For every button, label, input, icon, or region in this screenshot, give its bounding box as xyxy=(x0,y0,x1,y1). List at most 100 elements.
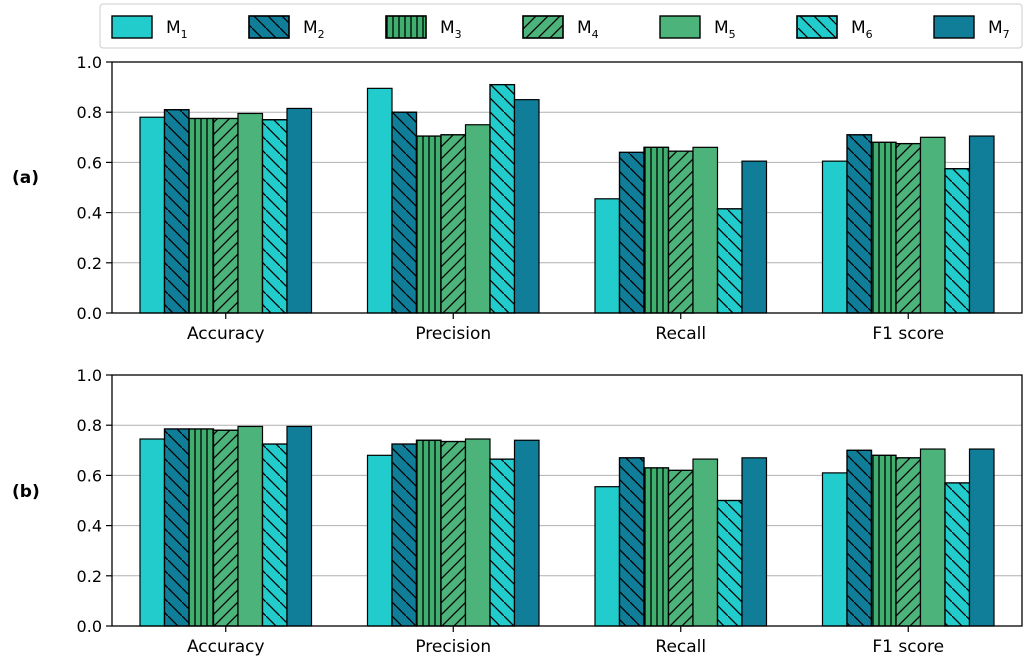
panel-label: (a) xyxy=(12,168,39,188)
legend-label-m6: M6 xyxy=(851,18,873,41)
y-tick-label: 0.2 xyxy=(77,254,102,273)
bar-m1-recall xyxy=(594,198,621,314)
y-tick-label: 0.8 xyxy=(77,416,102,435)
bar-hatch-m2 xyxy=(391,111,418,314)
legend-label-subscript: 3 xyxy=(455,28,462,41)
y-tick-label: 1.0 xyxy=(77,366,102,385)
y-tick-label: 0.4 xyxy=(77,204,102,223)
bar-m1-precision xyxy=(366,454,393,627)
bar-m1-accuracy xyxy=(139,438,166,627)
bar-hatch-m3 xyxy=(415,135,442,314)
x-tick-label: Recall xyxy=(655,324,706,344)
bar-hatch-m4 xyxy=(667,469,694,627)
legend-label-base: M xyxy=(440,18,455,38)
y-tick-label: 0.2 xyxy=(77,567,102,586)
bar-hatch-m3 xyxy=(870,454,897,627)
legend-label-base: M xyxy=(166,18,181,38)
panel-label: (b) xyxy=(12,482,40,502)
bar-m7-accuracy xyxy=(286,107,313,314)
bar-hatch-m4 xyxy=(895,142,922,314)
y-tick-label: 0.6 xyxy=(77,466,102,485)
legend-label-m1: M1 xyxy=(166,18,188,41)
bar-hatch-m6 xyxy=(489,458,516,627)
bar-m7-recall xyxy=(741,457,768,627)
bar-m5-recall xyxy=(692,458,719,627)
legend-swatch-m7 xyxy=(933,15,975,39)
legend-swatch-hatch-m4 xyxy=(522,15,564,39)
bar-hatch-m6 xyxy=(944,482,971,627)
bar-hatch-m2 xyxy=(846,134,873,314)
x-tick-label: Accuracy xyxy=(187,324,265,344)
legend-label-subscript: 2 xyxy=(318,28,325,41)
bar-m1-accuracy xyxy=(139,116,166,314)
bar-hatch-m6 xyxy=(944,168,971,314)
legend-swatch-hatch-m3 xyxy=(385,15,427,39)
bar-m7-precision xyxy=(513,439,540,627)
legend-label-base: M xyxy=(303,18,318,38)
legend-label-base: M xyxy=(714,18,729,38)
x-tick-label: Recall xyxy=(655,637,706,657)
bar-hatch-m2 xyxy=(618,151,645,314)
bar-m1-f1-score xyxy=(821,472,848,627)
bar-hatch-m4 xyxy=(667,150,694,314)
x-tick-label: F1 score xyxy=(872,324,944,344)
x-tick-label: F1 score xyxy=(872,637,944,657)
bar-m1-f1-score xyxy=(821,160,848,314)
legend-label-base: M xyxy=(851,18,866,38)
bar-hatch-m4 xyxy=(212,429,239,627)
legend-label-subscript: 6 xyxy=(866,28,873,41)
y-tick-label: 0.0 xyxy=(77,617,102,636)
legend-label-subscript: 7 xyxy=(1003,28,1010,41)
bar-hatch-m6 xyxy=(489,83,516,314)
bar-hatch-m4 xyxy=(440,134,467,314)
bar-m5-f1-score xyxy=(919,448,946,627)
legend-label-base: M xyxy=(988,18,1003,38)
bar-hatch-m2 xyxy=(163,109,190,314)
y-tick-label: 1.0 xyxy=(77,53,102,72)
x-tick-label: Precision xyxy=(415,637,491,657)
bar-hatch-m4 xyxy=(440,440,467,627)
legend-label-subscript: 5 xyxy=(729,28,736,41)
bar-hatch-m4 xyxy=(895,457,922,627)
bar-m5-recall xyxy=(692,146,719,314)
legend-label-base: M xyxy=(577,18,592,38)
bar-m1-recall xyxy=(594,486,621,627)
panel-b: 0.0 0.2 0.4 0.6 0.8 1.0 Accuracy Precision Recal… xyxy=(12,366,1023,657)
y-tick-label: 0.8 xyxy=(77,103,102,122)
bar-m7-accuracy xyxy=(286,425,313,627)
bar-hatch-m3 xyxy=(188,428,215,627)
legend-swatch-hatch-m2 xyxy=(248,15,290,39)
bar-hatch-m3 xyxy=(870,141,897,314)
bar-m5-precision xyxy=(464,438,491,627)
bar-hatch-m2 xyxy=(846,449,873,627)
bar-m7-f1-score xyxy=(968,448,995,627)
bar-m7-recall xyxy=(741,160,768,314)
y-tick-label: 0.4 xyxy=(77,517,102,536)
bar-hatch-m6 xyxy=(261,443,288,627)
bar-m5-f1-score xyxy=(919,136,946,314)
legend-label-m2: M2 xyxy=(303,18,325,41)
bar-hatch-m6 xyxy=(261,119,288,314)
bar-hatch-m2 xyxy=(391,443,418,627)
legend: M1 M2 M3 M4 M5 M6 M7 xyxy=(99,3,1023,49)
panel-a: 0.0 0.2 0.4 0.6 0.8 1.0 Accuracy Precision Recal… xyxy=(12,53,1023,344)
legend-label-m3: M3 xyxy=(440,18,462,41)
bar-m5-accuracy xyxy=(237,112,264,314)
legend-swatch-m5 xyxy=(659,15,701,39)
bar-m7-precision xyxy=(513,99,540,314)
bar-m5-precision xyxy=(464,124,491,314)
bar-hatch-m2 xyxy=(163,428,190,627)
bar-m1-precision xyxy=(366,87,393,314)
x-tick-label: Accuracy xyxy=(187,637,265,657)
bar-m7-f1-score xyxy=(968,135,995,314)
legend-label-subscript: 1 xyxy=(181,28,188,41)
bar-hatch-m6 xyxy=(716,208,743,314)
bar-hatch-m3 xyxy=(643,467,670,627)
bar-hatch-m6 xyxy=(716,499,743,627)
y-tick-label: 0.6 xyxy=(77,153,102,172)
axes-frame xyxy=(111,374,1023,627)
legend-label-subscript: 4 xyxy=(592,28,599,41)
x-tick-label: Precision xyxy=(415,324,491,344)
bar-hatch-m3 xyxy=(188,117,215,314)
